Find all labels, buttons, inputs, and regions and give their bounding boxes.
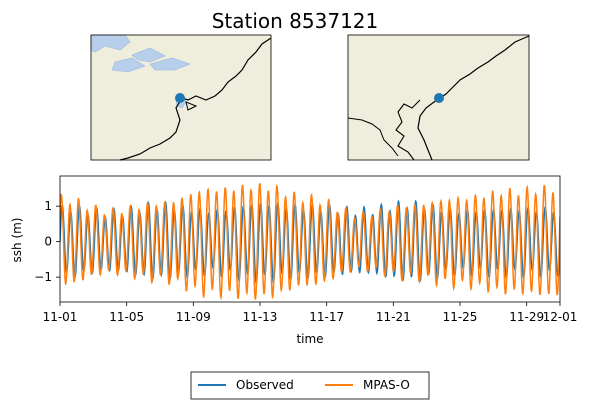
legend: Observed MPAS-O bbox=[190, 371, 430, 400]
x-tick-label: 11-09 bbox=[176, 310, 211, 324]
map-regional-island bbox=[185, 101, 198, 111]
plot-frame bbox=[59, 175, 561, 303]
figure-title: Station 8537121 bbox=[212, 9, 379, 33]
map-local-bay bbox=[395, 99, 421, 161]
legend-frame bbox=[190, 371, 430, 400]
map-regional bbox=[90, 34, 272, 161]
legend-label-mpas-o: MPAS-O bbox=[363, 378, 410, 392]
y-tick-label: −1 bbox=[34, 270, 52, 284]
legend-label-observed: Observed bbox=[236, 378, 294, 392]
x-tick-label: 12-01 bbox=[543, 310, 578, 324]
x-tick-label: 11-05 bbox=[109, 310, 144, 324]
map-local-frame bbox=[347, 34, 530, 161]
x-tick-label: 11-13 bbox=[243, 310, 278, 324]
x-tick-label: 11-29 bbox=[509, 310, 544, 324]
y-axis: 1 0 −1 bbox=[34, 199, 60, 284]
map-regional-coastline bbox=[119, 37, 272, 161]
y-axis-label: ssh (m) bbox=[10, 218, 24, 263]
timeseries-plot: 11-01 11-05 11-09 11-13 11-17 11-21 11-25 11-29… bbox=[10, 175, 578, 346]
y-tick-label: 1 bbox=[44, 199, 52, 213]
station-marker bbox=[175, 93, 185, 103]
map-local bbox=[347, 34, 530, 161]
series-line-mpas-o bbox=[60, 183, 560, 301]
x-tick-label: 11-17 bbox=[309, 310, 344, 324]
map-regional-frame bbox=[90, 34, 272, 161]
x-tick-label: 11-01 bbox=[43, 310, 78, 324]
series-layer bbox=[60, 183, 560, 301]
x-axis-label: time bbox=[296, 332, 323, 346]
x-axis: 11-01 11-05 11-09 11-13 11-17 11-21 11-25 11-29… bbox=[43, 302, 578, 324]
x-tick-label: 11-25 bbox=[443, 310, 478, 324]
map-local-river bbox=[347, 117, 399, 157]
map-local-coastline bbox=[417, 35, 530, 161]
y-tick-label: 0 bbox=[44, 235, 52, 249]
x-tick-label: 11-21 bbox=[376, 310, 411, 324]
station-marker bbox=[434, 93, 444, 103]
